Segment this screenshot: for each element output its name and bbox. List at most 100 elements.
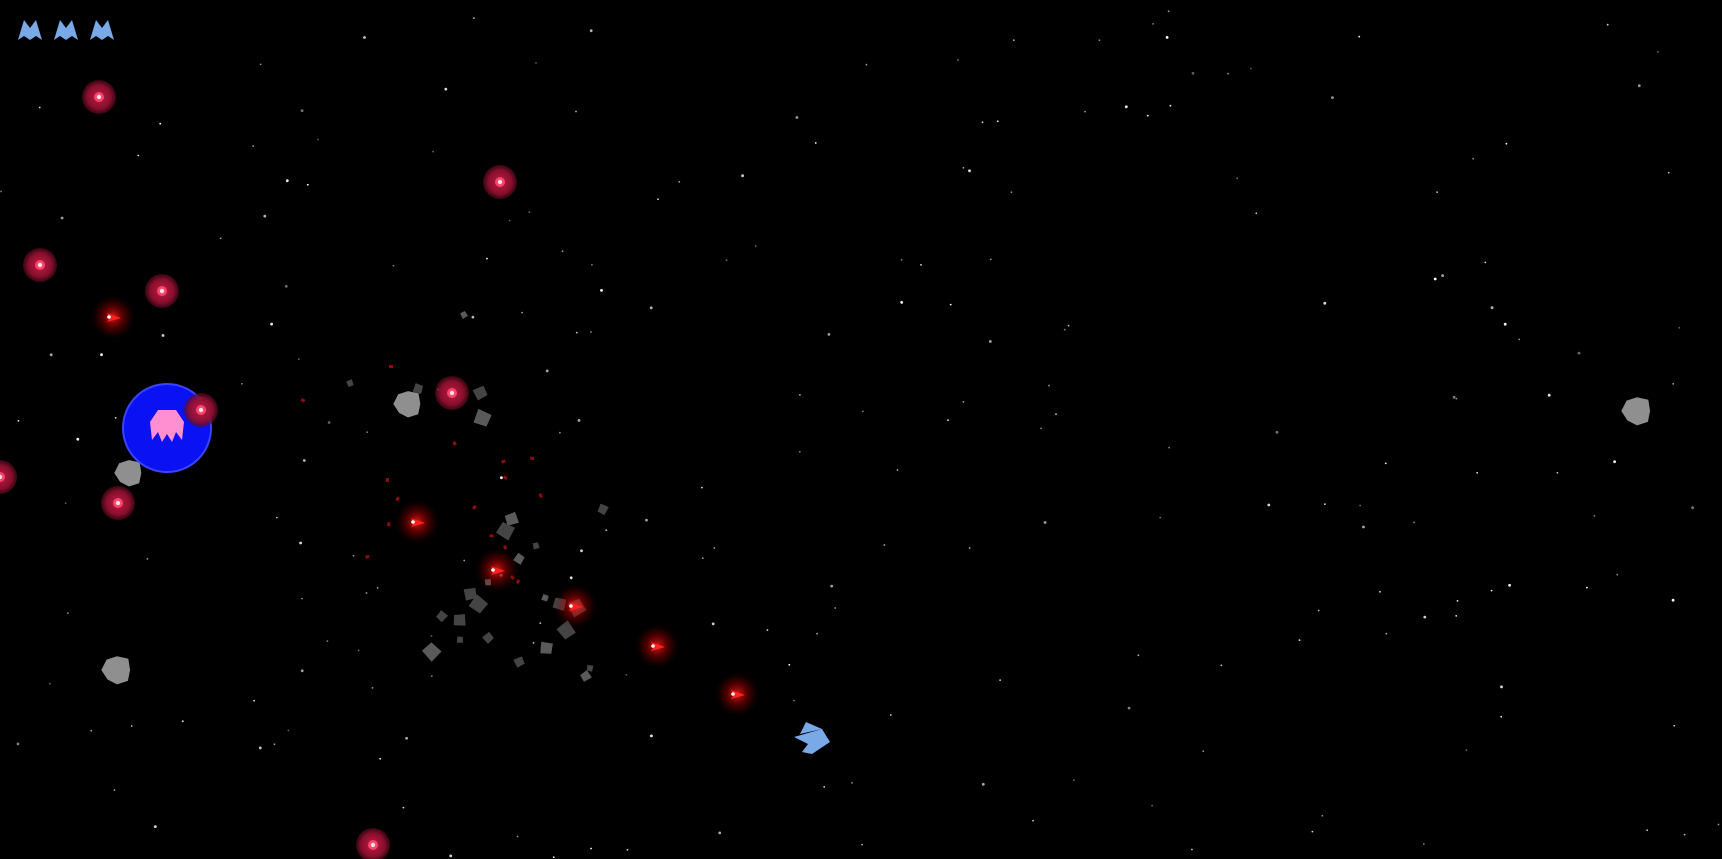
star — [17, 420, 20, 422]
star — [1613, 460, 1616, 464]
asteroid — [1621, 397, 1651, 426]
star — [1691, 506, 1694, 510]
star — [1518, 338, 1521, 341]
debris-fragment — [472, 385, 488, 401]
star — [90, 729, 93, 732]
star — [713, 547, 716, 549]
star — [1055, 413, 1057, 415]
star — [1151, 804, 1153, 807]
debris-fragment — [540, 641, 553, 654]
star — [577, 419, 581, 422]
star — [569, 576, 573, 580]
debris-fragment — [496, 521, 516, 541]
star — [301, 597, 303, 600]
debris-fragment — [460, 311, 468, 319]
star — [1556, 471, 1559, 474]
star — [1098, 39, 1101, 42]
debris-spark — [385, 477, 389, 482]
star — [1040, 427, 1042, 430]
mine-center — [159, 288, 165, 294]
star — [545, 369, 549, 373]
mine — [0, 460, 17, 494]
star — [300, 669, 304, 673]
star — [535, 62, 537, 64]
star — [159, 122, 162, 125]
debris-spark — [471, 504, 477, 510]
star — [1593, 514, 1596, 517]
star — [981, 782, 985, 786]
star — [649, 306, 653, 310]
star — [883, 544, 886, 546]
star — [259, 63, 262, 66]
debris-spark — [489, 534, 494, 538]
star — [1010, 191, 1013, 194]
star — [1317, 609, 1320, 612]
star — [1476, 471, 1479, 474]
star — [575, 331, 578, 334]
star — [580, 549, 583, 553]
star — [590, 847, 592, 850]
star — [287, 729, 290, 732]
mine — [356, 828, 390, 859]
star — [1379, 590, 1381, 593]
star — [1167, 10, 1170, 13]
star — [379, 757, 382, 760]
star — [816, 632, 818, 635]
star — [1384, 462, 1387, 465]
star — [299, 541, 302, 545]
star — [1657, 51, 1659, 53]
ship-icon[interactable] — [794, 722, 830, 754]
enemy-shot — [475, 548, 519, 592]
star — [788, 663, 791, 666]
star — [896, 469, 899, 471]
star — [741, 174, 744, 178]
debris-spark — [300, 398, 306, 403]
star — [650, 734, 653, 738]
star — [1671, 598, 1675, 602]
star — [561, 250, 564, 253]
debris-fragment — [346, 379, 354, 387]
star — [357, 649, 360, 652]
debris-spark — [389, 365, 393, 368]
mine-center — [37, 262, 43, 268]
star — [64, 502, 67, 505]
star — [1484, 261, 1487, 264]
debris-fragment — [513, 656, 525, 668]
shot-spark — [411, 520, 415, 524]
ship-icon — [18, 20, 42, 40]
star — [1385, 632, 1388, 635]
star — [900, 301, 904, 304]
star — [463, 559, 466, 562]
star — [1490, 306, 1494, 310]
star — [1012, 39, 1015, 42]
star — [1672, 383, 1675, 385]
shot-bolt — [569, 602, 583, 611]
star — [363, 36, 366, 39]
star — [711, 622, 715, 626]
star — [219, 237, 222, 240]
star — [1359, 504, 1361, 507]
star — [989, 258, 992, 261]
mine — [483, 165, 517, 199]
star — [66, 612, 69, 614]
star — [1678, 326, 1681, 329]
star — [258, 746, 262, 750]
star — [1455, 615, 1458, 617]
mine-body — [0, 460, 17, 494]
star — [1227, 72, 1229, 75]
star — [1667, 171, 1670, 174]
star — [486, 257, 488, 260]
star — [947, 419, 949, 421]
star — [432, 150, 434, 153]
star — [575, 110, 577, 113]
player-ship[interactable] — [794, 722, 830, 754]
lives-indicator — [16, 14, 116, 42]
star — [1456, 600, 1459, 602]
star — [766, 629, 769, 631]
star — [285, 179, 289, 183]
star — [137, 154, 140, 157]
star — [48, 682, 51, 685]
star — [430, 635, 433, 637]
